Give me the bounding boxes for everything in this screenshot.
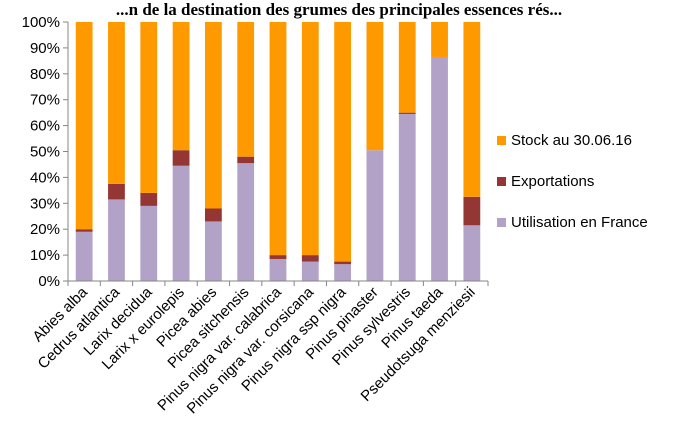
legend-swatch	[497, 177, 506, 186]
y-tick-label: 90%	[30, 40, 60, 57]
bar-segment	[431, 22, 448, 57]
legend-label: Stock au 30.06.16	[511, 132, 632, 149]
bar-segment	[140, 192, 158, 206]
bar-segment	[108, 22, 125, 184]
bar-segment	[237, 156, 255, 164]
bar-segment	[75, 229, 93, 232]
bar-segment	[75, 22, 93, 230]
bar-segment	[172, 22, 190, 151]
y-tick-label: 70%	[30, 92, 60, 109]
bar-segment	[108, 183, 125, 200]
bar-segment	[269, 255, 287, 259]
y-tick-label: 10%	[30, 247, 60, 264]
bar-segment	[269, 22, 287, 256]
bar-segment	[172, 165, 190, 281]
y-tick-label: 0%	[38, 273, 60, 290]
bar-segment	[463, 196, 481, 226]
chart-title: ...n de la destination des grumes des pr…	[116, 0, 562, 19]
y-tick-label: 50%	[30, 144, 60, 161]
bar-segment	[140, 22, 158, 193]
bar-segment	[398, 112, 416, 114]
y-tick-label: 40%	[30, 169, 60, 186]
bar-segment	[172, 150, 190, 166]
bar-segment	[75, 231, 93, 281]
bar-segment	[237, 22, 255, 157]
bar-segment	[301, 261, 319, 281]
bar-segment	[366, 150, 384, 281]
y-tick-label: 20%	[30, 221, 60, 238]
y-tick-label: 100%	[22, 14, 60, 31]
bar-segment	[301, 22, 319, 256]
bar-segment	[334, 264, 352, 281]
bar-segment	[204, 22, 222, 209]
legend: Stock au 30.06.16 Exportations Utilisation…	[497, 132, 648, 231]
bar-segment	[398, 113, 416, 281]
bar-segment	[204, 208, 222, 222]
bar-segment	[431, 56, 448, 282]
bar-segment	[301, 255, 319, 262]
y-tick-label: 60%	[30, 118, 60, 135]
bar-segment	[334, 261, 352, 265]
legend-label: Utilisation en France	[511, 214, 648, 231]
bar-segment	[366, 22, 384, 151]
bar-segment	[463, 225, 481, 281]
legend-swatch	[497, 218, 506, 227]
bar-segment	[108, 199, 125, 281]
y-axis: 0% 10% 20% 30% 40% 50% 60% 70% 80% 90% 100%	[22, 14, 69, 290]
bar-segment	[398, 22, 416, 113]
legend-label: Exportations	[511, 173, 594, 190]
y-tick-label: 80%	[30, 66, 60, 83]
bar-segment	[140, 205, 158, 281]
bar-segment	[269, 258, 287, 281]
bar-segment	[334, 22, 352, 262]
bar-segment	[463, 22, 481, 197]
legend-swatch	[497, 136, 506, 145]
y-tick-label: 30%	[30, 195, 60, 212]
bars	[75, 22, 481, 282]
bar-segment	[237, 163, 255, 281]
bar-segment	[204, 221, 222, 281]
